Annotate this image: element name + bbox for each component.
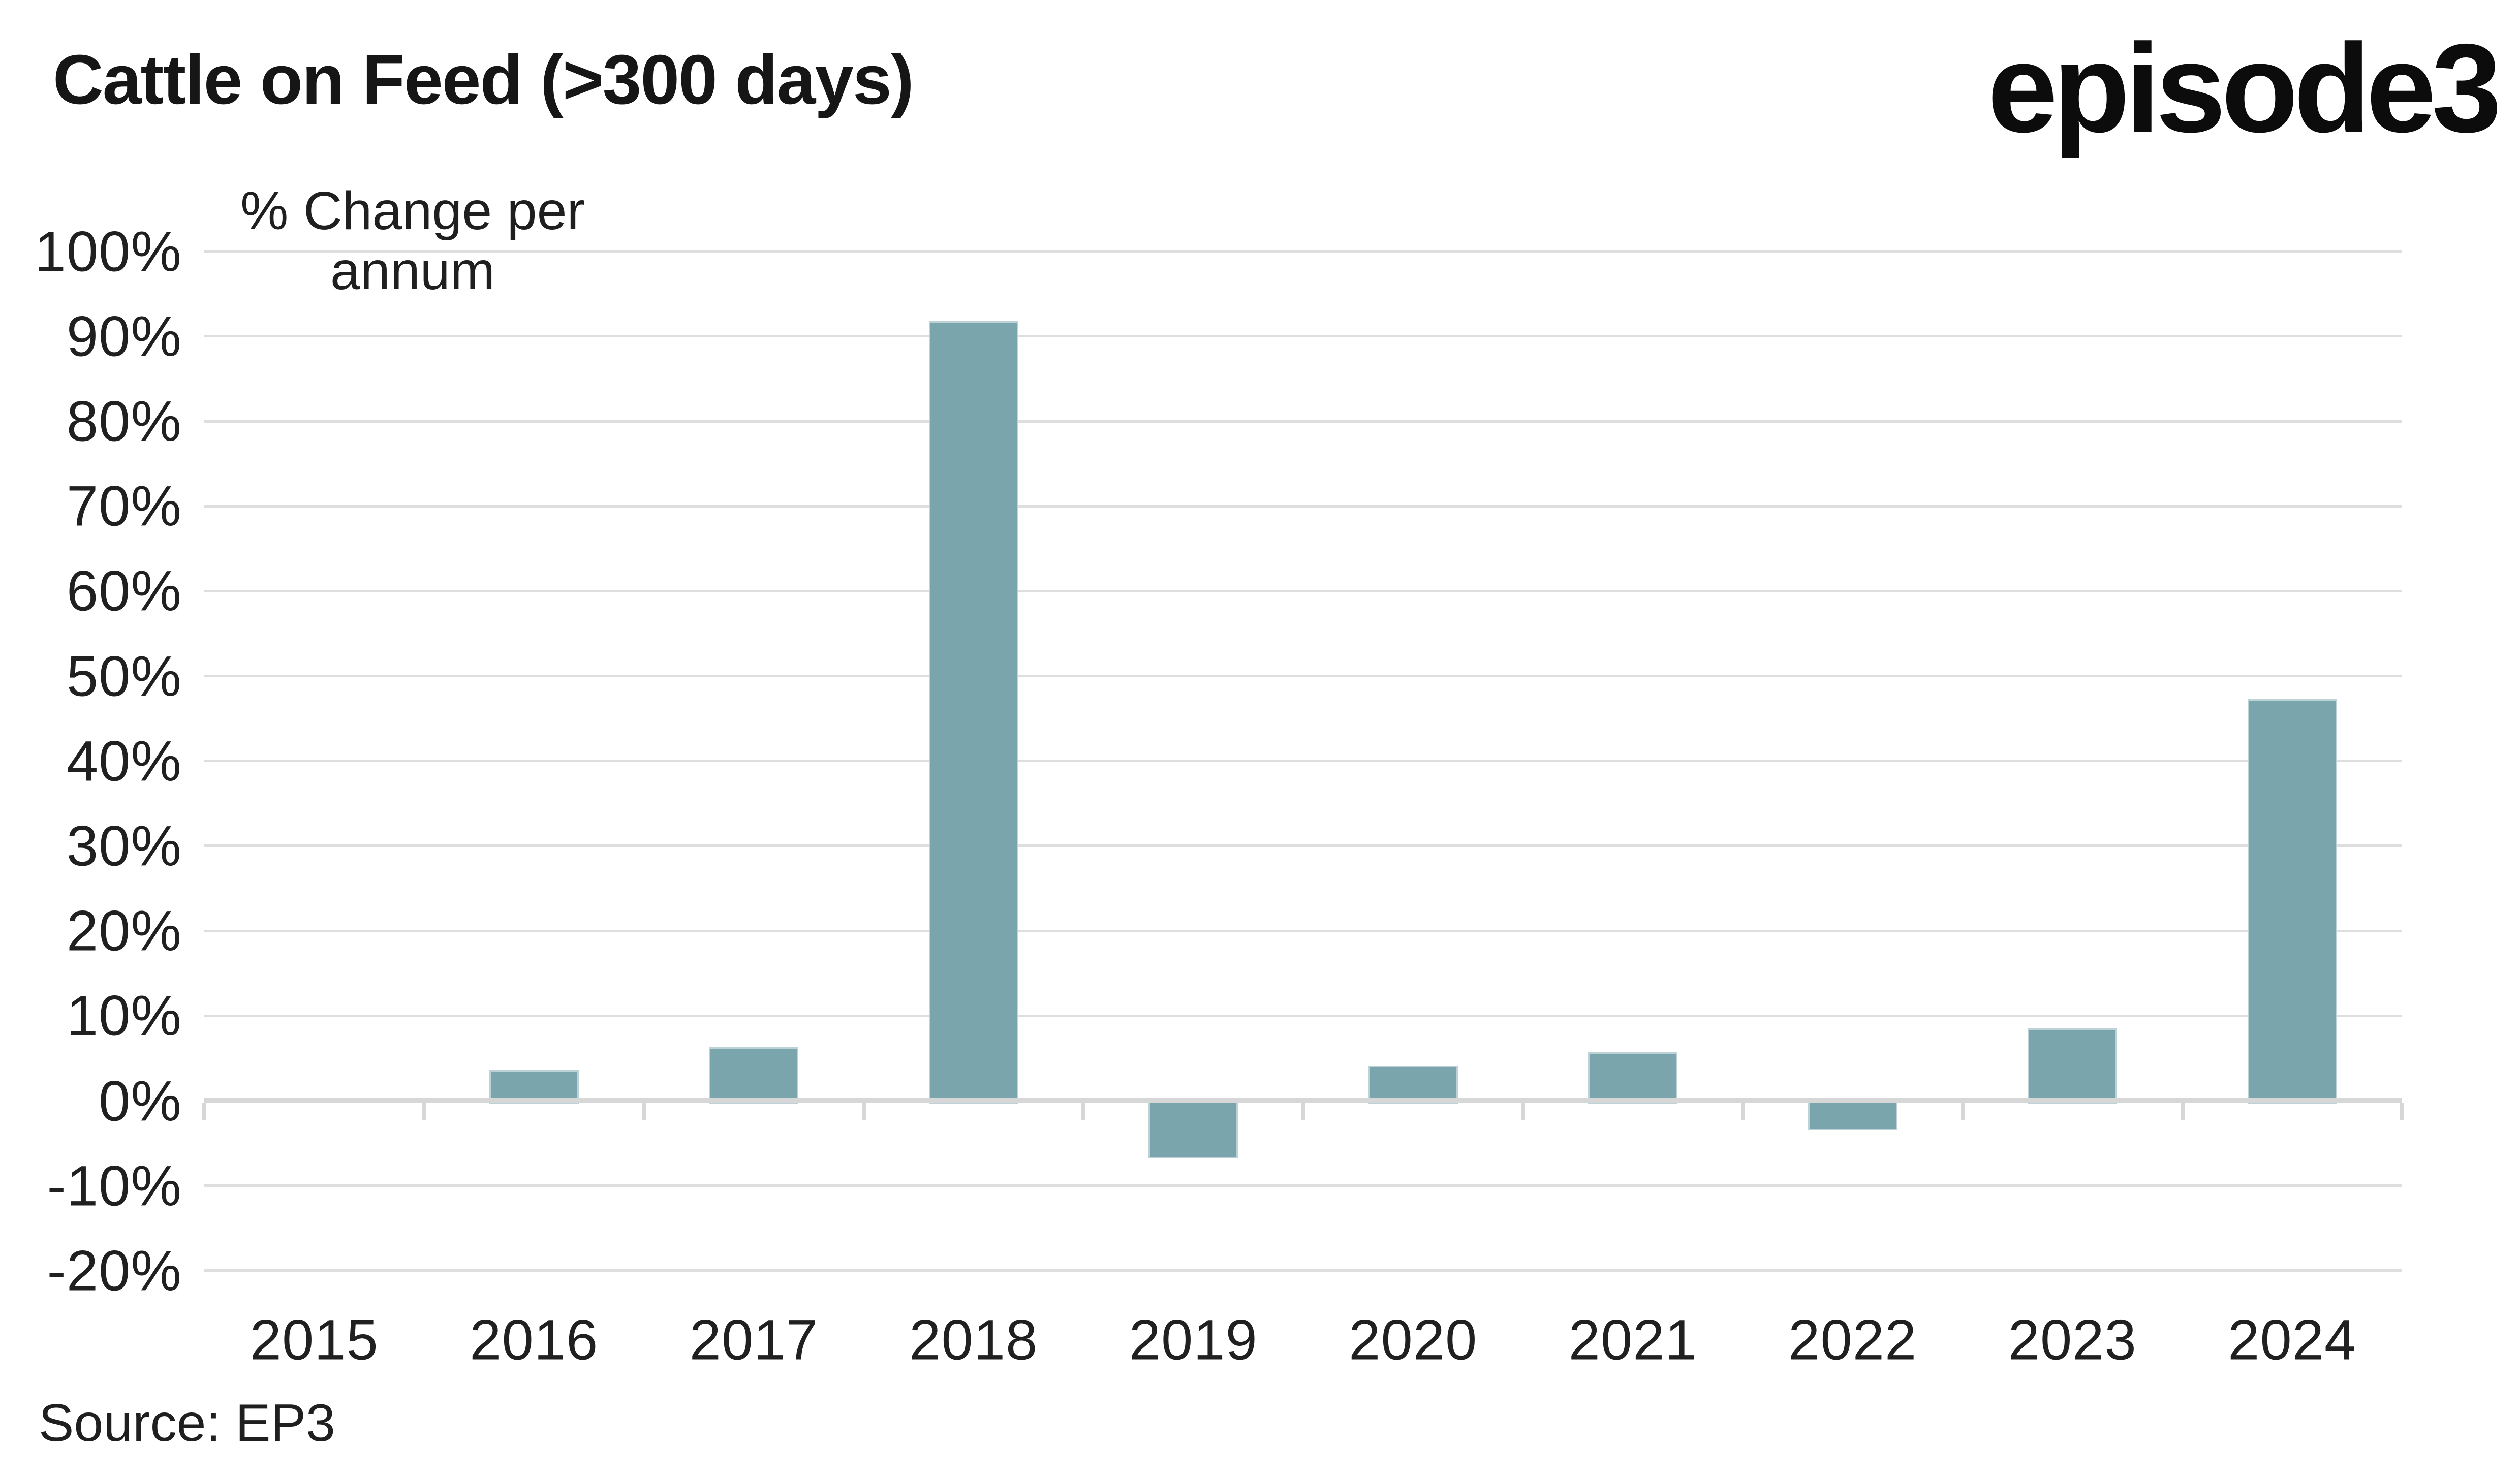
gridline	[204, 505, 2402, 508]
y-axis-title-line2: annum	[330, 241, 495, 301]
gridline	[204, 1184, 2402, 1187]
gridline	[204, 1014, 2402, 1017]
x-tick-label: 2020	[1349, 1308, 1478, 1372]
y-tick-label: -20%	[47, 1239, 182, 1303]
y-tick-label: 10%	[66, 984, 182, 1048]
x-axis-tick	[861, 1103, 866, 1120]
bar-2024	[2247, 699, 2337, 1104]
y-tick-label: 50%	[66, 644, 182, 708]
gridline	[204, 760, 2402, 763]
bar-2023	[2028, 1028, 2118, 1104]
x-axis-tick	[422, 1103, 426, 1120]
x-tick-label: 2022	[1788, 1308, 1917, 1372]
gridline	[204, 589, 2402, 592]
y-tick-label: 30%	[66, 814, 182, 878]
gridline	[204, 250, 2402, 253]
bar-2016	[489, 1070, 579, 1104]
bar-2017	[709, 1047, 799, 1104]
x-tick-label: 2018	[909, 1308, 1038, 1372]
x-axis-tick	[1740, 1103, 1745, 1120]
chart-title: Cattle on Feed (>300 days)	[53, 41, 914, 119]
x-axis-tick	[1081, 1103, 1085, 1120]
x-tick-label: 2024	[2228, 1308, 2357, 1372]
x-axis-tick	[2400, 1103, 2404, 1120]
episode3-logo: episode3	[1987, 17, 2502, 159]
x-tick-label: 2015	[250, 1308, 379, 1372]
x-axis-tick	[642, 1103, 646, 1120]
y-tick-label: 40%	[66, 729, 182, 793]
y-tick-label: 90%	[66, 304, 182, 368]
x-tick-label: 2021	[1568, 1308, 1697, 1372]
y-tick-label: 60%	[66, 559, 182, 623]
gridline	[204, 1269, 2402, 1272]
gridline	[204, 335, 2402, 338]
y-axis-title-line1: % Change per	[240, 181, 585, 241]
y-tick-label: 0%	[99, 1069, 182, 1133]
y-tick-label: 100%	[34, 219, 182, 284]
y-axis-title: % Change per annum	[240, 181, 585, 301]
source-note: Source: EP3	[39, 1394, 335, 1453]
y-tick-label: 20%	[66, 899, 182, 963]
x-tick-label: 2017	[689, 1308, 818, 1372]
x-tick-label: 2016	[470, 1308, 599, 1372]
x-tick-label: 2023	[2008, 1308, 2137, 1372]
x-axis-line	[204, 1098, 2402, 1103]
x-tick-label: 2019	[1129, 1308, 1258, 1372]
x-axis-tick	[1961, 1103, 1965, 1120]
gridline	[204, 844, 2402, 847]
bar-2022	[1808, 1098, 1897, 1130]
gridline	[204, 420, 2402, 423]
gridline	[204, 929, 2402, 932]
x-axis-tick	[202, 1103, 206, 1120]
x-axis-tick	[1521, 1103, 1525, 1120]
gridline	[204, 675, 2402, 678]
y-tick-label: -10%	[47, 1154, 182, 1218]
y-tick-label: 80%	[66, 389, 182, 453]
y-tick-label: 70%	[66, 474, 182, 538]
bar-2021	[1588, 1052, 1678, 1104]
x-axis-tick	[1301, 1103, 1305, 1120]
bar-2018	[928, 321, 1018, 1104]
bar-2019	[1148, 1098, 1238, 1159]
x-axis-tick	[2180, 1103, 2185, 1120]
